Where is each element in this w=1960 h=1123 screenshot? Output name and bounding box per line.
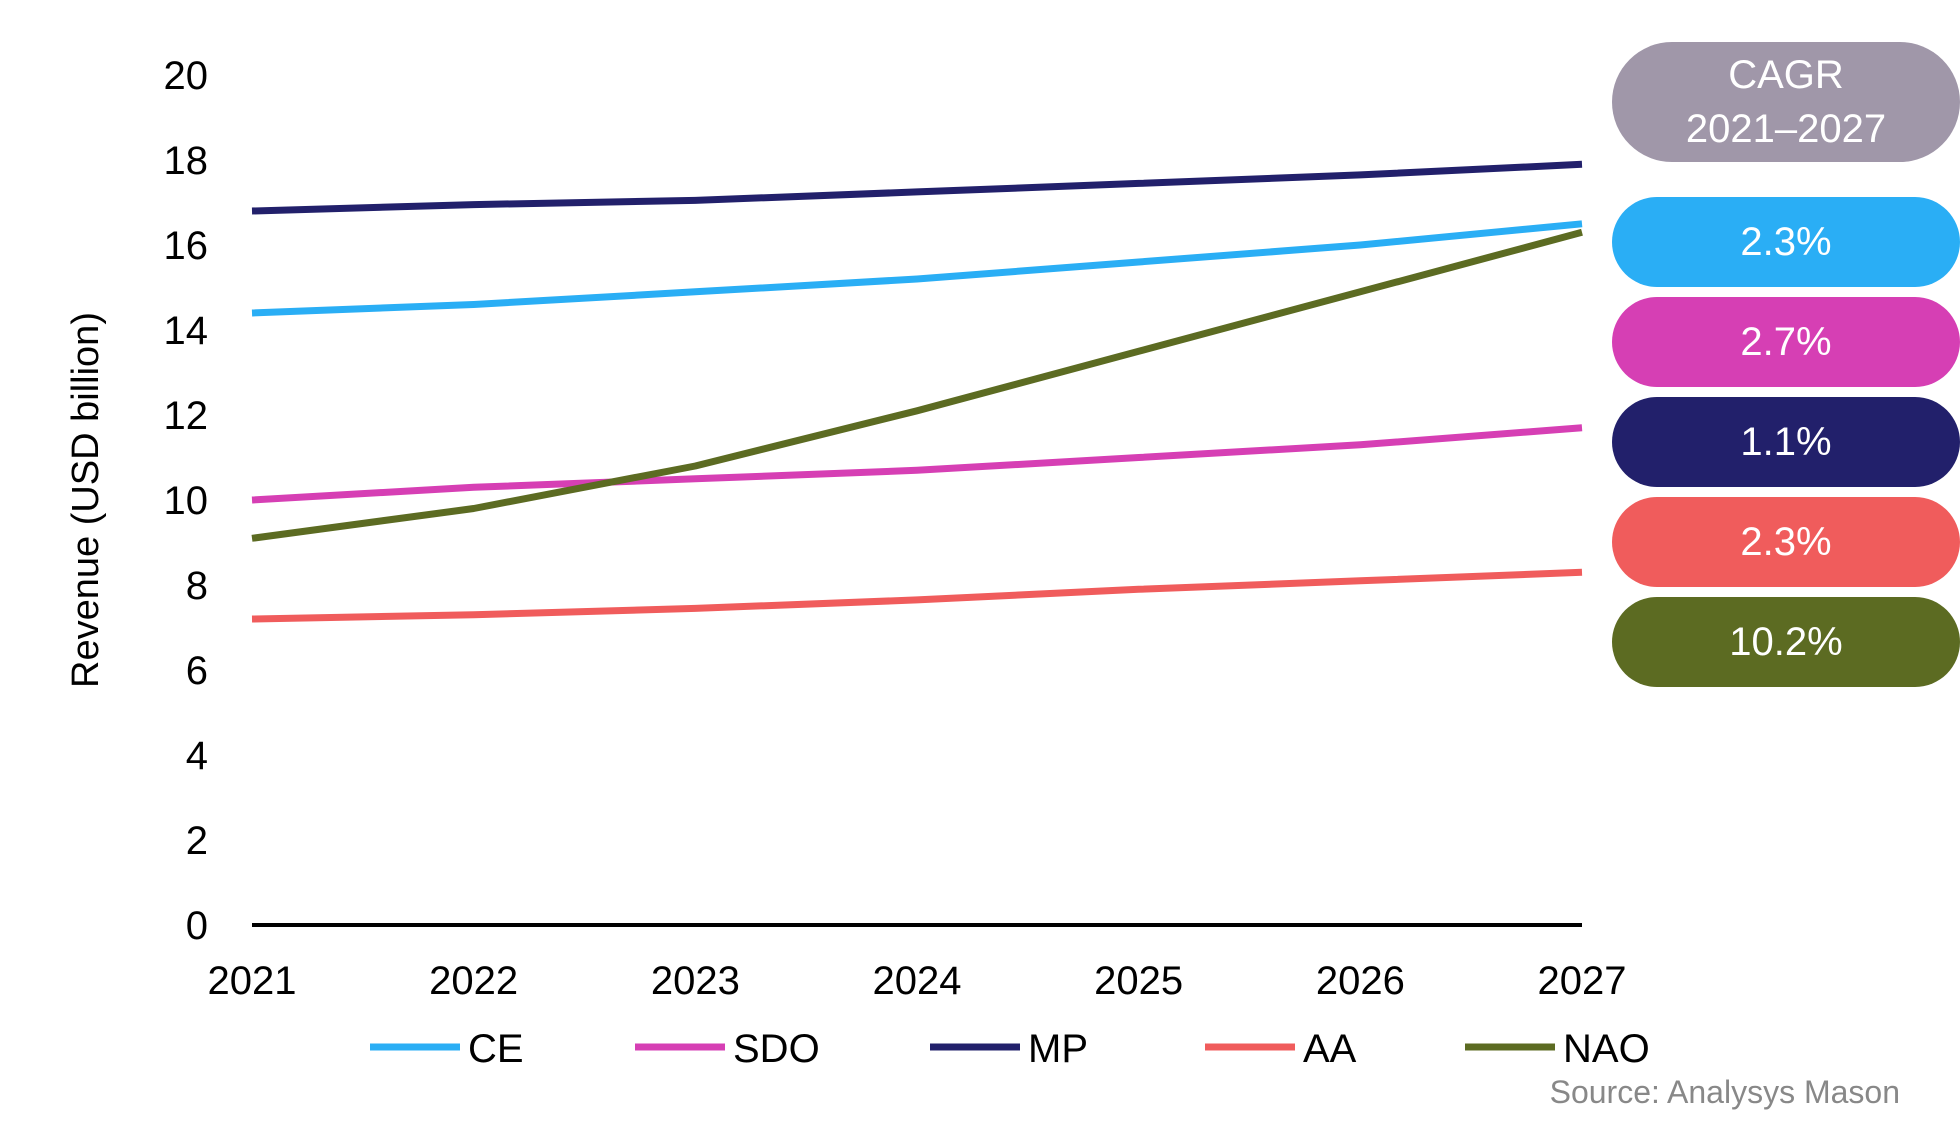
- cagr-badge-sdo: 2.7%: [1612, 297, 1960, 387]
- series-line-mp: [251, 160, 1583, 215]
- x-tick-label: 2026: [1316, 959, 1405, 1003]
- x-tick-label: 2024: [873, 959, 962, 1003]
- cagr-header-period: 2021–2027: [1685, 107, 1887, 151]
- cagr-badge-mp: 1.1%: [1612, 397, 1960, 487]
- cagr-value: 10.2%: [1729, 619, 1843, 664]
- y-axis-title: Revenue (USD billion): [65, 312, 107, 688]
- series-line-sdo: [251, 424, 1583, 504]
- y-tick-label: 12: [164, 394, 209, 438]
- y-tick-label: 18: [164, 139, 209, 183]
- y-tick-label: 2: [186, 819, 208, 863]
- legend-label-aa: AA: [1303, 1027, 1357, 1071]
- y-tick-label: 20: [164, 54, 209, 98]
- y-tick-label: 16: [164, 224, 209, 268]
- source-note: Source: Analysys Mason: [1549, 1074, 1900, 1110]
- cagr-value: 2.3%: [1740, 519, 1832, 564]
- cagr-badge-aa: 2.3%: [1612, 497, 1960, 587]
- cagr-value: 1.1%: [1740, 419, 1832, 464]
- series-line-aa: [251, 568, 1583, 623]
- x-tick-label: 2021: [208, 959, 297, 1003]
- cagr-badge-ce: 2.3%: [1612, 197, 1960, 287]
- x-tick-label: 2025: [1094, 959, 1183, 1003]
- y-tick-label: 4: [186, 734, 208, 778]
- y-tick-label: 0: [186, 904, 208, 948]
- y-tick-label: 14: [164, 309, 209, 353]
- cagr-badge-nao: 10.2%: [1612, 597, 1960, 687]
- legend-label-nao: NAO: [1563, 1027, 1650, 1071]
- x-tick-label: 2023: [651, 959, 740, 1003]
- x-tick-label: 2022: [429, 959, 518, 1003]
- cagr-header: CAGR 2021–2027: [1612, 42, 1960, 162]
- y-tick-label: 6: [186, 649, 208, 693]
- y-tick-label: 10: [164, 479, 209, 523]
- legend-label-mp: MP: [1028, 1027, 1088, 1071]
- x-tick-label: 2027: [1538, 959, 1627, 1003]
- legend-label-sdo: SDO: [733, 1027, 820, 1071]
- cagr-value: 2.3%: [1740, 219, 1832, 264]
- cagr-value: 2.7%: [1740, 319, 1832, 364]
- y-tick-label: 8: [186, 564, 208, 608]
- series-line-ce: [251, 220, 1583, 317]
- cagr-header-title: CAGR: [1728, 53, 1844, 97]
- legend-label-ce: CE: [468, 1027, 524, 1071]
- series-line-nao: [251, 228, 1583, 542]
